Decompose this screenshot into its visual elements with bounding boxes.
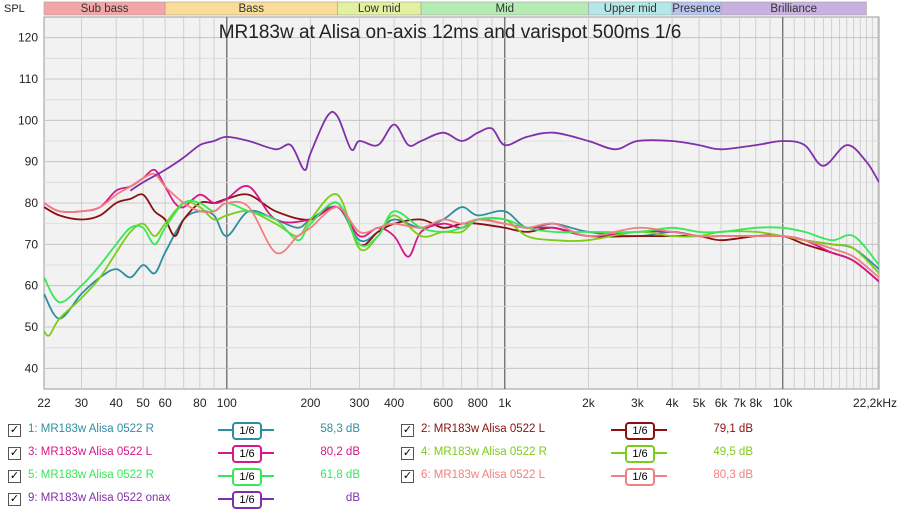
legend-db-value: dB bbox=[345, 492, 360, 504]
legend-checkbox[interactable]: ✓ bbox=[401, 424, 414, 437]
x-tick-label: 4k bbox=[666, 396, 680, 410]
legend-item-5: ✓ 5: MR183w Alisa 0522 R 1/6 61,8 dB bbox=[0, 465, 400, 487]
legend-smoothing-label: 1/6 bbox=[232, 468, 262, 486]
series-line-9 bbox=[129, 110, 879, 192]
legend-series-name: 5: MR183w Alisa 0522 R bbox=[28, 469, 154, 481]
y-tick-label: 110 bbox=[19, 72, 38, 86]
legend-smoothing-label: 1/6 bbox=[232, 445, 262, 463]
legend-smoothing-control[interactable]: 1/6 bbox=[611, 445, 667, 463]
x-tick-label: 8k bbox=[749, 396, 763, 410]
band-label: Brilliance bbox=[770, 3, 817, 15]
band-label: Low mid bbox=[358, 3, 401, 15]
legend-item-3: ✓ 3: MR183w Alisa 0522 L 1/6 80,2 dB bbox=[0, 442, 400, 464]
x-tick-label: 22,2kHz bbox=[853, 396, 897, 410]
legend-series-name: 3: MR183w Alisa 0522 L bbox=[28, 446, 153, 458]
legend-checkbox[interactable]: ✓ bbox=[401, 447, 414, 460]
y-tick-label: 90 bbox=[25, 155, 39, 169]
x-tick-label: 600 bbox=[433, 396, 453, 410]
legend-checkbox[interactable]: ✓ bbox=[8, 447, 21, 460]
legend-series-name: 4: MR183w Alisa 0522 R bbox=[421, 446, 547, 458]
series-line-5 bbox=[44, 199, 879, 304]
x-tick-label: 60 bbox=[158, 396, 172, 410]
band-label: Presence bbox=[672, 3, 721, 15]
legend-checkbox[interactable]: ✓ bbox=[8, 493, 21, 506]
legend-item-2: ✓ 2: MR183w Alisa 0522 L 1/6 79,1 dB bbox=[393, 419, 793, 441]
x-tick-label: 80 bbox=[193, 396, 207, 410]
legend-checkbox[interactable]: ✓ bbox=[8, 424, 21, 437]
legend-item-6: ✓ 6: MR183w Alisa 0522 L 1/6 80,3 dB bbox=[393, 465, 793, 487]
x-tick-label: 800 bbox=[468, 396, 488, 410]
legend-db-value: 49,5 dB bbox=[713, 446, 753, 458]
legend-checkbox[interactable]: ✓ bbox=[8, 470, 21, 483]
x-tick-label: 100 bbox=[217, 396, 237, 410]
y-tick-label: 70 bbox=[25, 237, 39, 251]
x-tick-label: 6k bbox=[715, 396, 729, 410]
legend-smoothing-control[interactable]: 1/6 bbox=[218, 491, 274, 509]
x-tick-label: 30 bbox=[75, 396, 89, 410]
legend-series-name: 9: MR183w Alisa 0522 onax bbox=[28, 492, 171, 504]
x-tick-label: 7k bbox=[733, 396, 747, 410]
x-tick-label: 2k bbox=[582, 396, 596, 410]
frequency-bands: Sub bass Bass Low mid Mid Upper mid Presence B… bbox=[43, 1, 867, 16]
x-tick-label: 300 bbox=[349, 396, 369, 410]
legend-db-value: 58,3 dB bbox=[320, 423, 360, 435]
legend-smoothing-label: 1/6 bbox=[625, 445, 655, 463]
band-label: Upper mid bbox=[604, 3, 657, 15]
band-label: Sub bass bbox=[81, 3, 129, 15]
legend-checkbox[interactable]: ✓ bbox=[401, 470, 414, 483]
legend-db-value: 80,2 dB bbox=[320, 446, 360, 458]
x-tick-label: 50 bbox=[136, 396, 150, 410]
chart-title: MR183w at Alisa on-axis 12ms and varispo… bbox=[219, 22, 682, 43]
x-tick-label: 22 bbox=[37, 396, 51, 410]
y-tick-label: 100 bbox=[18, 113, 38, 127]
legend-smoothing-control[interactable]: 1/6 bbox=[218, 422, 274, 440]
legend-db-value: 80,3 dB bbox=[713, 469, 753, 481]
legend-smoothing-control[interactable]: 1/6 bbox=[218, 468, 274, 486]
legend-item-1: ✓ 1: MR183w Alisa 0522 R 1/6 58,3 dB bbox=[0, 419, 400, 441]
x-tick-label: 10k bbox=[773, 396, 793, 410]
axes: 40 50 60 70 80 90 100 110 120 22 30 40 50 60 80 100 200 3… bbox=[18, 31, 897, 410]
legend-smoothing-control[interactable]: 1/6 bbox=[611, 468, 667, 486]
y-tick-label: 120 bbox=[18, 31, 38, 45]
frequency-response-chart: Sub bass Bass Low mid Mid Upper mid Presence B… bbox=[4, 1, 897, 410]
legend-series-name: 1: MR183w Alisa 0522 R bbox=[28, 423, 154, 435]
band-label: Bass bbox=[238, 3, 264, 15]
legend-item-4: ✓ 4: MR183w Alisa 0522 R 1/6 49,5 dB bbox=[393, 442, 793, 464]
legend-smoothing-label: 1/6 bbox=[625, 468, 655, 486]
x-tick-label: 1k bbox=[498, 396, 512, 410]
legend-series-name: 2: MR183w Alisa 0522 L bbox=[421, 423, 546, 435]
y-tick-label: 80 bbox=[25, 196, 39, 210]
band-6 bbox=[720, 1, 867, 16]
x-tick-label: 5k bbox=[693, 396, 707, 410]
legend-db-value: 61,8 dB bbox=[320, 469, 360, 481]
legend-smoothing-control[interactable]: 1/6 bbox=[218, 445, 274, 463]
legend-db-value: 79,1 dB bbox=[713, 423, 753, 435]
legend-series-name: 6: MR183w Alisa 0522 L bbox=[421, 469, 546, 481]
series-line-6 bbox=[44, 172, 879, 279]
legend-smoothing-label: 1/6 bbox=[232, 422, 262, 440]
legend-item-9: ✓ 9: MR183w Alisa 0522 onax 1/6 dB bbox=[0, 488, 400, 510]
y-tick-label: 60 bbox=[25, 279, 39, 293]
y-tick-label: 40 bbox=[25, 361, 39, 375]
legend-smoothing-label: 1/6 bbox=[232, 491, 262, 509]
legend-smoothing-label: 1/6 bbox=[625, 422, 655, 440]
legend-smoothing-control[interactable]: 1/6 bbox=[611, 422, 667, 440]
series-lines bbox=[44, 110, 879, 337]
y-tick-label: 50 bbox=[25, 320, 39, 334]
y-axis-label: SPL bbox=[4, 3, 25, 15]
x-tick-label: 400 bbox=[384, 396, 404, 410]
x-tick-label: 3k bbox=[631, 396, 645, 410]
legend: ✓ 1: MR183w Alisa 0522 R 1/6 58,3 dB ✓ 2: MR1… bbox=[0, 415, 900, 515]
x-tick-label: 200 bbox=[300, 396, 320, 410]
series-line-2 bbox=[44, 193, 879, 283]
x-tick-label: 40 bbox=[109, 396, 123, 410]
band-label: Mid bbox=[495, 3, 514, 15]
